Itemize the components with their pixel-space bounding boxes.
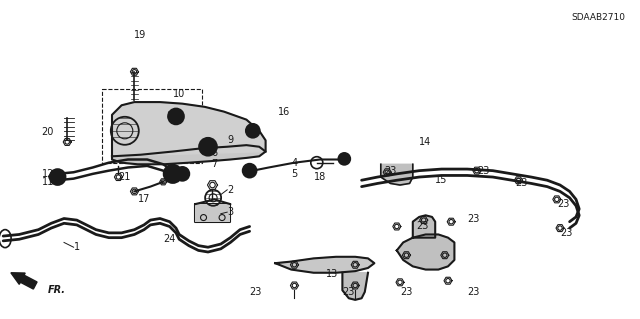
Text: 23: 23 — [515, 178, 527, 189]
Polygon shape — [275, 257, 374, 273]
Circle shape — [164, 165, 182, 183]
Circle shape — [175, 167, 189, 181]
Circle shape — [199, 138, 217, 156]
Text: 9: 9 — [227, 135, 234, 145]
Circle shape — [246, 124, 260, 138]
Text: 5: 5 — [291, 169, 298, 179]
Text: 7: 7 — [211, 159, 218, 169]
Polygon shape — [195, 204, 230, 222]
Text: 1: 1 — [74, 242, 80, 252]
Text: 23: 23 — [477, 166, 489, 176]
Polygon shape — [112, 102, 266, 156]
Text: 23: 23 — [342, 287, 355, 297]
Text: 20: 20 — [42, 127, 54, 137]
Text: 21: 21 — [118, 172, 131, 182]
Text: 23: 23 — [467, 287, 479, 297]
Text: 10: 10 — [173, 89, 185, 99]
Circle shape — [50, 169, 65, 185]
Text: 6: 6 — [211, 148, 218, 158]
Text: 17: 17 — [138, 194, 150, 204]
Text: 8: 8 — [166, 111, 173, 122]
Polygon shape — [342, 273, 368, 300]
Polygon shape — [413, 215, 435, 238]
Text: 2: 2 — [227, 185, 234, 195]
Text: 19: 19 — [134, 30, 147, 40]
Text: 16: 16 — [278, 107, 291, 117]
Text: SDAAB2710: SDAAB2710 — [572, 13, 625, 22]
Circle shape — [243, 164, 257, 178]
Polygon shape — [397, 234, 454, 270]
Bar — [102, 89, 202, 163]
Circle shape — [339, 153, 350, 165]
Text: 4: 4 — [291, 158, 298, 168]
Polygon shape — [381, 164, 413, 185]
Text: 24: 24 — [163, 234, 175, 244]
Polygon shape — [112, 145, 266, 164]
Text: 11: 11 — [42, 177, 54, 187]
Text: FR.: FR. — [48, 285, 66, 295]
Text: 23: 23 — [250, 287, 262, 297]
Text: 23: 23 — [416, 221, 428, 232]
Circle shape — [168, 108, 184, 124]
FancyArrow shape — [11, 273, 37, 289]
Text: 18: 18 — [314, 172, 326, 182]
Text: 3: 3 — [227, 207, 234, 217]
Text: 12: 12 — [42, 169, 54, 179]
Text: 13: 13 — [326, 269, 339, 279]
Text: 23: 23 — [560, 228, 572, 238]
Text: 14: 14 — [419, 137, 431, 147]
Text: 23: 23 — [400, 287, 412, 297]
Text: 22: 22 — [176, 169, 189, 179]
Text: 23: 23 — [557, 199, 569, 209]
Text: 23: 23 — [467, 213, 479, 224]
Text: 23: 23 — [384, 166, 396, 176]
Text: 15: 15 — [435, 175, 447, 185]
